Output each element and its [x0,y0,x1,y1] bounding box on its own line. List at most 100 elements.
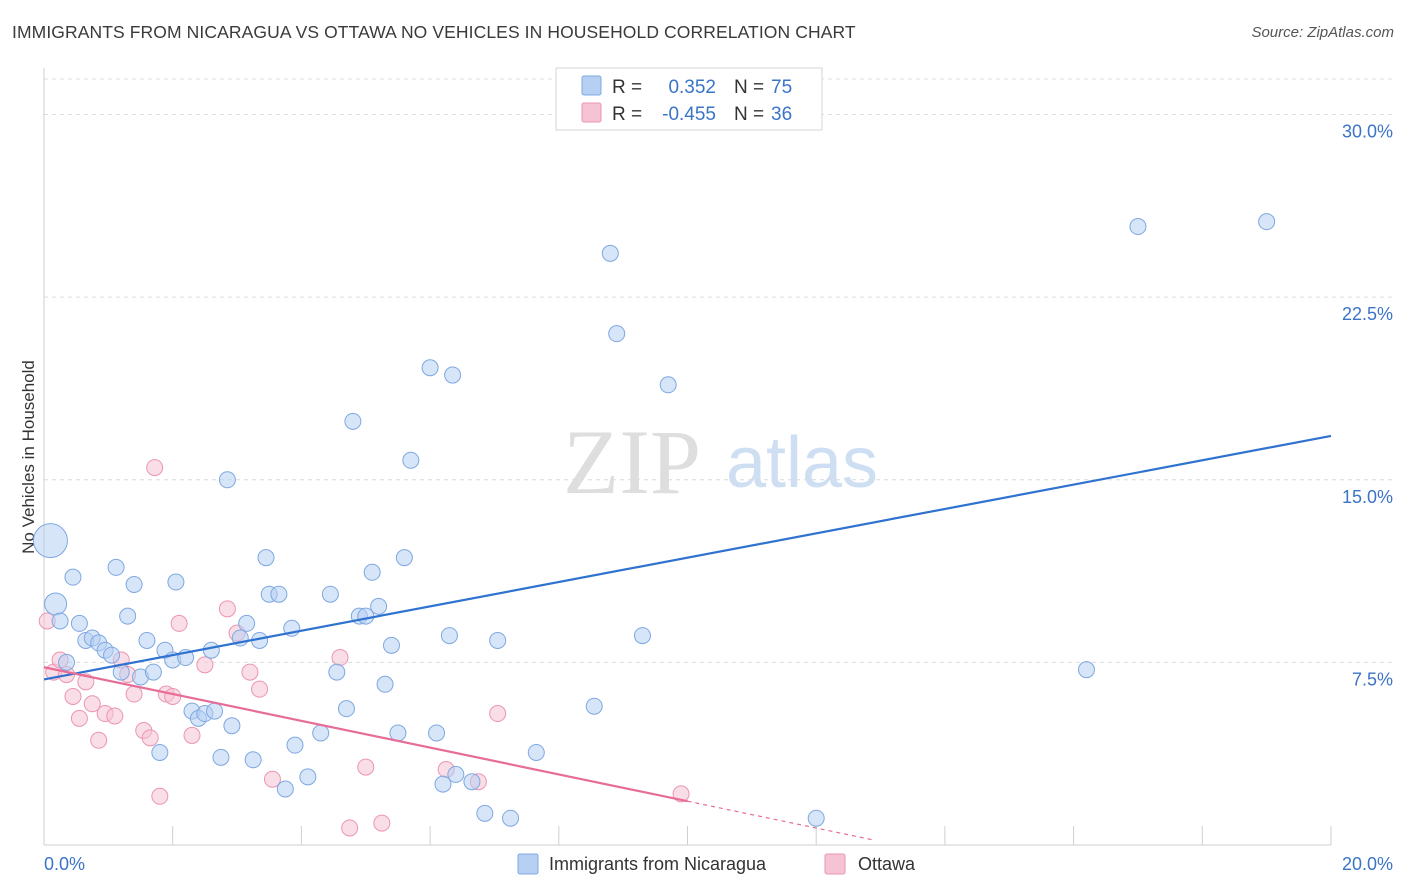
legend-n-value-1: 75 [771,77,792,98]
nicaragua-point [1258,213,1276,231]
legend-r-value-1: 0.352 [668,77,716,98]
ottawa-point [218,600,236,618]
nicaragua-point [238,614,256,632]
nicaragua-point [321,585,339,603]
ottawa-point [241,663,259,681]
legend-swatch-pink [581,102,602,123]
correlation-legend: R = 0.352 N = 75 R = -0.455 N = 36 [555,67,823,131]
source-label: Source: ZipAtlas.com [1251,24,1394,41]
nicaragua-point [434,775,452,793]
nicaragua-point [585,697,603,715]
chart-title: IMMIGRANTS FROM NICARAGUA VS OTTAWA NO V… [12,22,856,42]
legend-r-label-1: R = [612,77,642,98]
ottawa-point [196,656,214,674]
ottawa-point [489,705,507,723]
legend-n-value-2: 36 [771,104,792,125]
trend-lines [43,434,1332,841]
ottawa-points [38,459,690,837]
nicaragua-point [376,675,394,693]
nicaragua-point [337,700,355,718]
ottawa-point [331,649,349,667]
nicaragua-point [270,585,288,603]
nicaragua-point [601,244,619,262]
nicaragua-point [502,809,520,827]
y-tick-labels: 7.5% 15.0% 22.5% 30.0% [1342,122,1393,690]
ottawa-point [141,729,159,747]
nicaragua-point [276,780,294,798]
ottawa-point [64,687,82,705]
nicaragua-point [202,641,220,659]
x-tick-label-max: 20.0% [1342,854,1393,874]
nicaragua-point [167,573,185,591]
nicaragua-point [286,736,304,754]
nicaragua-point [382,636,400,654]
nicaragua-point [244,751,262,769]
ottawa-point [70,709,88,727]
nicaragua-point [212,748,230,766]
legend-swatch-blue [581,75,602,96]
nicaragua-point [206,702,224,720]
ottawa-point [357,758,375,776]
nicaragua-point [363,563,381,581]
nicaragua-point [328,663,346,681]
nicaragua-point [395,549,413,567]
nicaragua-point [44,592,68,616]
series-legend-label-nicaragua: Immigrants from Nicaragua [549,854,767,874]
legend-r-label-2: R = [612,104,642,125]
nicaragua-point [476,804,494,822]
nicaragua-point [527,743,545,761]
ottawa-point [672,785,690,803]
y-tick-label: 15.0% [1342,487,1393,507]
ottawa-point [183,726,201,744]
nicaragua-point [447,765,465,783]
nicaragua-point [489,631,507,649]
ottawa-point [146,459,164,477]
ottawa-trend-extension [687,800,875,841]
ottawa-point [125,685,143,703]
nicaragua-point [389,724,407,742]
y-axis-label: No Vehicles in Household [19,360,38,554]
nicaragua-point [608,325,626,343]
nicaragua-point [257,549,275,567]
watermark-atlas: atlas [726,423,878,503]
legend-n-label-1: N = [734,77,764,98]
x-tick-label-min: 0.0% [44,854,85,874]
ottawa-point [373,814,391,832]
nicaragua-point [1077,661,1095,679]
nicaragua-point [440,627,458,645]
nicaragua-point [151,743,169,761]
series-legend-label-ottawa: Ottawa [858,854,916,874]
legend-r-value-2: -0.455 [662,104,716,125]
y-tick-label: 30.0% [1342,122,1393,142]
ottawa-point [170,614,188,632]
ottawa-trend-line [43,666,688,803]
nicaragua-point [107,558,125,576]
nicaragua-point [125,575,143,593]
nicaragua-point [223,717,241,735]
nicaragua-point [299,768,317,786]
axes [43,68,1332,846]
nicaragua-point [633,627,651,645]
nicaragua-point [463,773,481,791]
nicaragua-point [58,653,76,671]
x-tick-labels: 0.0% 20.0% [44,854,1393,874]
ottawa-point [90,731,108,749]
nicaragua-point [138,631,156,649]
nicaragua-point [32,523,68,559]
nicaragua-point [103,646,121,664]
nicaragua-point [64,568,82,586]
nicaragua-point [218,471,236,489]
nicaragua-point [370,597,388,615]
ottawa-point [164,687,182,705]
nicaragua-point [344,412,362,430]
nicaragua-point [1129,218,1147,236]
ottawa-point [151,787,169,805]
nicaragua-point [119,607,137,625]
series-legend-swatch-ottawa [824,853,846,875]
grid [44,78,1393,663]
legend-n-label-2: N = [734,104,764,125]
nicaragua-point [428,724,446,742]
ottawa-point [263,770,281,788]
nicaragua-point [312,724,330,742]
